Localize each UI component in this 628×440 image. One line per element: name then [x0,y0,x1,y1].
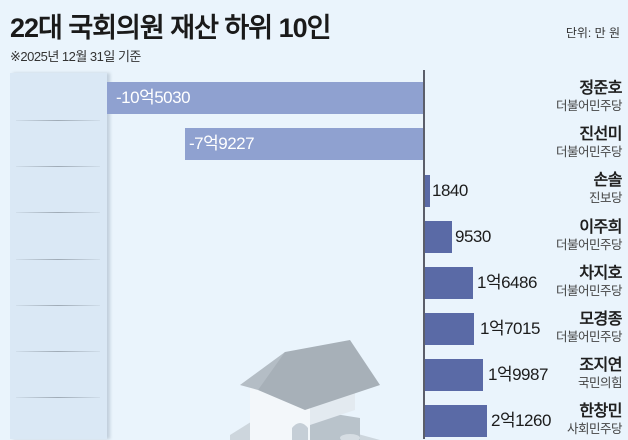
bar-value-label: 1억7015 [480,319,540,338]
bar-positive [425,313,474,345]
party-name: 더불어민주당 [555,99,623,113]
bar-value-label: 1억6486 [477,273,537,292]
party-name: 더불어민주당 [555,330,623,344]
member-name: 정준호 [579,80,622,97]
bar-positive [425,175,430,207]
row-label: 진선미 더불어민주당 [530,126,623,160]
chart-subtitle: ※2025년 12월 31일 기준 [10,49,141,64]
bar-negative [185,128,423,160]
bar-value-label: 1억9987 [488,365,548,384]
row-label: 이주희 더불어민주당 [530,219,623,253]
label-panel [10,73,107,439]
bar-value-label: 2억1260 [491,411,551,430]
party-name: 더불어민주당 [555,145,623,159]
bar-negative [107,82,423,114]
bar-value-label: -7억9227 [189,134,255,153]
bar-positive [425,267,473,299]
row-label: 조지연 국민의힘 [530,357,623,391]
bar-value-label: -10억5030 [116,88,191,107]
bar-positive [425,359,483,391]
party-name: 더불어민주당 [555,284,623,298]
party-name: 더불어민주당 [555,238,623,252]
divider [16,120,100,121]
row-label: 차지호 더불어민주당 [530,265,623,299]
member-name: 이주희 [579,219,622,236]
party-name: 국민의힘 [577,376,623,390]
member-name: 손솔 [593,172,623,189]
member-name: 진선미 [579,126,622,143]
row-label: 손솔 진보당 [530,172,623,206]
bar-value-label: 1840 [432,181,468,200]
member-name: 모경종 [579,311,622,328]
divider [16,259,100,260]
bar-value-label: 9530 [455,227,491,246]
bar-positive [425,405,487,437]
row-label: 정준호 더불어민주당 [530,80,623,114]
divider [16,351,100,352]
house-illustration-icon [230,340,380,440]
bar-positive [425,221,452,253]
party-name: 사회민주당 [566,422,623,436]
member-name: 한창민 [579,403,622,420]
party-name: 진보당 [588,191,623,205]
chart-title: 22대 국회의원 재산 하위 10인 [10,13,331,43]
unit-label: 단위: 만 원 [565,26,620,40]
member-name: 차지호 [579,265,622,282]
member-name: 조지연 [579,357,622,374]
divider [16,397,100,398]
row-label: 모경종 더불어민주당 [530,311,623,345]
zero-axis-line [423,70,425,439]
divider [16,212,100,213]
divider [16,166,100,167]
row-label: 한창민 사회민주당 [530,403,623,437]
divider [16,305,100,306]
